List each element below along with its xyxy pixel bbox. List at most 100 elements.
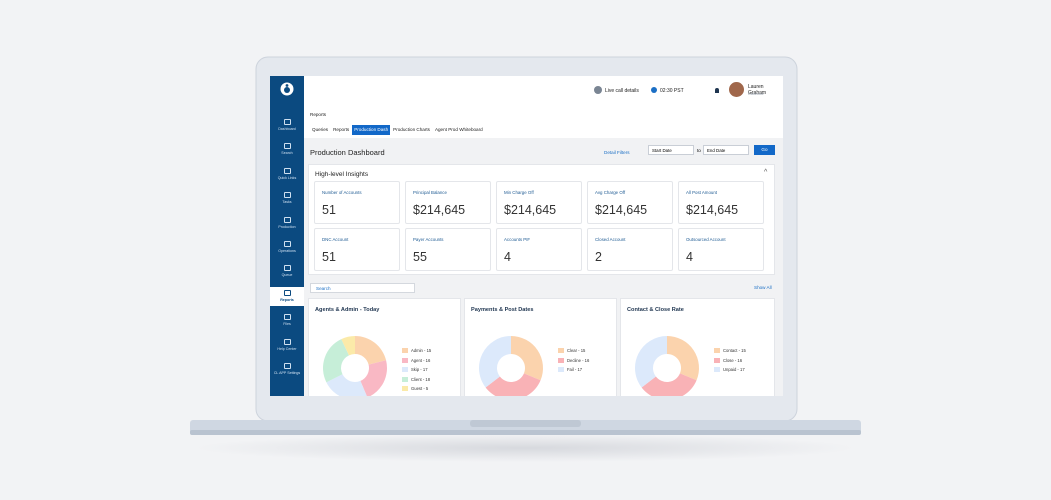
- chart-title: Contact & Close Rate: [627, 307, 684, 313]
- legend-label: Admin - 15: [411, 348, 432, 353]
- end-date[interactable]: End Date: [703, 145, 749, 155]
- sidebar-item[interactable]: Dashboard: [270, 116, 304, 135]
- chart-title: Payments & Post Dates: [471, 307, 534, 313]
- legend-label: Decline - 16: [567, 357, 590, 363]
- card-value: 55: [413, 250, 427, 264]
- donut-segment: [485, 373, 541, 396]
- phone-icon[interactable]: [594, 86, 602, 94]
- chart-card: Contact & Close Rate Contact - 15 Close - …: [620, 298, 775, 396]
- sidebar-item[interactable]: Quick Links: [270, 165, 304, 184]
- card-value: 51: [322, 203, 336, 217]
- insight-card: Accounts PIF 4: [496, 228, 582, 271]
- donut-segment: [326, 374, 367, 396]
- sidebar-label: CL APP Settings: [273, 371, 301, 375]
- sidebar-label: Dashboard: [278, 127, 296, 131]
- donut-segment: [667, 336, 699, 381]
- donut-segment: [355, 336, 387, 365]
- logo: [280, 82, 294, 96]
- sidebar-icon: [283, 289, 291, 296]
- sidebar-label: Help Center: [277, 346, 297, 351]
- avatar[interactable]: [729, 82, 744, 97]
- user-role: Collector: [748, 91, 764, 96]
- card-label: Closed Account: [595, 237, 626, 242]
- legend-label: Contact - 15: [723, 348, 746, 353]
- legend-swatch: [558, 367, 564, 372]
- sidebar-label: Search: [281, 151, 293, 156]
- card-label: Min Charge Off: [504, 190, 534, 195]
- chart-title: Agents & Admin - Today: [315, 307, 380, 313]
- card-value: $214,645: [413, 203, 466, 217]
- sidebar-icon: [283, 338, 291, 345]
- insight-card: Avg Charge Off $214,645: [587, 181, 673, 224]
- sidebar-item[interactable]: Search: [270, 140, 304, 159]
- user-name: Lauren Graham: [748, 84, 767, 96]
- sidebar-item[interactable]: Operations: [270, 238, 304, 257]
- sidebar-icon: [283, 192, 291, 199]
- legend-label: Close - 16: [723, 357, 743, 363]
- legend-label: Skip - 17: [411, 367, 428, 372]
- show-all[interactable]: Show All: [754, 285, 772, 290]
- search-box[interactable]: Search: [310, 283, 415, 293]
- sidebar-item[interactable]: Queue: [270, 262, 304, 281]
- detail-filters[interactable]: Detail Filters: [604, 150, 630, 155]
- donut: [479, 336, 543, 396]
- sidebar-item[interactable]: Files: [270, 311, 304, 330]
- collapse[interactable]: ^: [764, 169, 768, 176]
- insight-card: All Post Amount $214,645: [678, 181, 764, 224]
- donut-segment: [360, 360, 387, 396]
- insight-card: Number of Accounts 51: [314, 181, 400, 224]
- card-label: All Post Amount: [686, 190, 717, 195]
- sidebar-item[interactable]: Production: [270, 214, 304, 233]
- screen: Dashboard Search Quick Links Tasks Productio…: [270, 76, 783, 396]
- insight-card: Closed Account 2: [587, 228, 673, 271]
- card-label: Payer Accounts: [413, 237, 444, 242]
- legend-label: Clear - 15: [567, 348, 586, 353]
- legend-swatch: [402, 348, 408, 353]
- sidebar-icon: [283, 119, 291, 125]
- donut-segment: [511, 336, 543, 381]
- go-button[interactable]: Go: [754, 145, 775, 155]
- sidebar-item[interactable]: Tasks: [270, 189, 304, 208]
- bell[interactable]: [715, 88, 719, 93]
- sidebar-label: Operations: [278, 249, 296, 253]
- legend-swatch: [402, 376, 408, 382]
- tab[interactable]: Production Charts: [393, 127, 430, 132]
- legend-swatch: [558, 357, 564, 363]
- breadcrumb: Reports: [310, 112, 327, 117]
- sidebar-icon: [283, 143, 291, 150]
- sidebar-icon: [283, 314, 291, 321]
- sidebar-label: Reports: [280, 297, 294, 302]
- tab[interactable]: Production Dash: [352, 125, 391, 135]
- donut: [323, 336, 387, 396]
- legend-swatch: [402, 367, 408, 372]
- sidebar-item[interactable]: Reports: [270, 286, 304, 306]
- donut-segment: [479, 336, 511, 388]
- legend-label: Fail - 17: [567, 367, 583, 372]
- card-value: 51: [322, 250, 336, 264]
- sidebar-label: Production: [278, 224, 296, 229]
- clock-icon: [651, 87, 657, 93]
- tab[interactable]: Reports: [333, 127, 350, 132]
- legend-swatch: [402, 357, 408, 363]
- live-call[interactable]: Live call details: [605, 88, 639, 94]
- donut-segment: [635, 336, 667, 388]
- tab[interactable]: Agent Prod Whiteboard: [434, 127, 483, 132]
- sidebar-label: Tasks: [282, 200, 292, 205]
- legend-swatch: [402, 386, 408, 391]
- tab[interactable]: Queries: [312, 127, 329, 132]
- donut-segment: [323, 339, 350, 383]
- legend-swatch: [714, 348, 720, 353]
- sidebar-item[interactable]: Help Center: [270, 336, 304, 355]
- card-label: Number of Accounts: [322, 190, 362, 195]
- chart-card: Agents & Admin - Today Admin - 15 Agent - …: [308, 298, 461, 396]
- card-value: 4: [504, 250, 511, 264]
- sidebar-icon: [283, 167, 291, 174]
- page-title: Production Dashboard: [310, 148, 385, 157]
- card-value: $214,645: [595, 203, 648, 217]
- header: Live call details 02:30 PST Lauren Graha…: [304, 76, 783, 107]
- sidebar-item[interactable]: CL APP Settings: [270, 360, 304, 382]
- insight-card: Payer Accounts 55: [405, 228, 491, 271]
- card-value: $214,645: [686, 203, 739, 217]
- start-date[interactable]: Start Date: [648, 145, 694, 155]
